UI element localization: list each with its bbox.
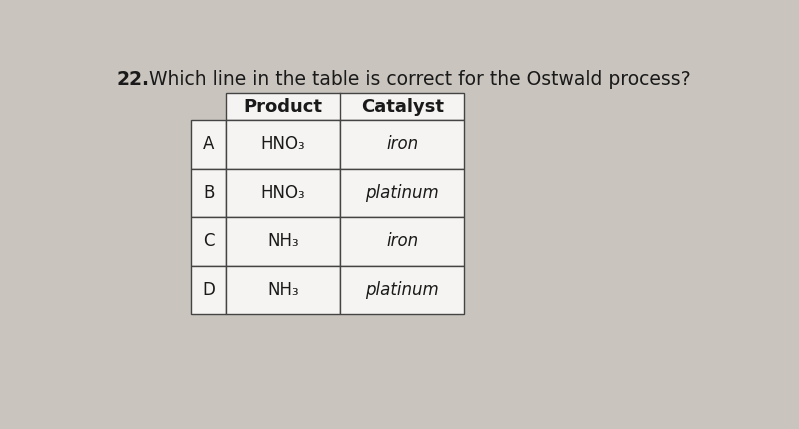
Text: NH₃: NH₃	[268, 281, 299, 299]
Text: NH₃: NH₃	[268, 232, 299, 250]
Text: A: A	[203, 135, 214, 153]
Bar	[226, 120, 340, 169]
Bar	[226, 266, 340, 314]
Bar	[340, 120, 464, 169]
Text: D: D	[202, 281, 215, 299]
Bar	[340, 217, 464, 266]
Text: HNO₃: HNO₃	[260, 184, 305, 202]
Text: iron: iron	[386, 232, 418, 250]
Bar	[340, 266, 464, 314]
Bar	[226, 93, 464, 120]
Text: 22.: 22.	[117, 70, 150, 89]
Text: Catalyst: Catalyst	[360, 97, 443, 115]
Text: iron: iron	[386, 135, 418, 153]
Text: Which line in the table is correct for the Ostwald process?: Which line in the table is correct for t…	[137, 70, 690, 89]
Bar	[191, 169, 226, 217]
Bar	[226, 217, 340, 266]
Text: Product: Product	[244, 97, 323, 115]
Text: B: B	[203, 184, 214, 202]
Bar	[191, 266, 226, 314]
Text: C: C	[203, 232, 214, 250]
Bar	[191, 217, 226, 266]
Text: platinum: platinum	[365, 184, 439, 202]
Bar	[340, 169, 464, 217]
Text: HNO₃: HNO₃	[260, 135, 305, 153]
Bar	[226, 169, 340, 217]
Text: platinum: platinum	[365, 281, 439, 299]
Bar	[191, 120, 226, 169]
